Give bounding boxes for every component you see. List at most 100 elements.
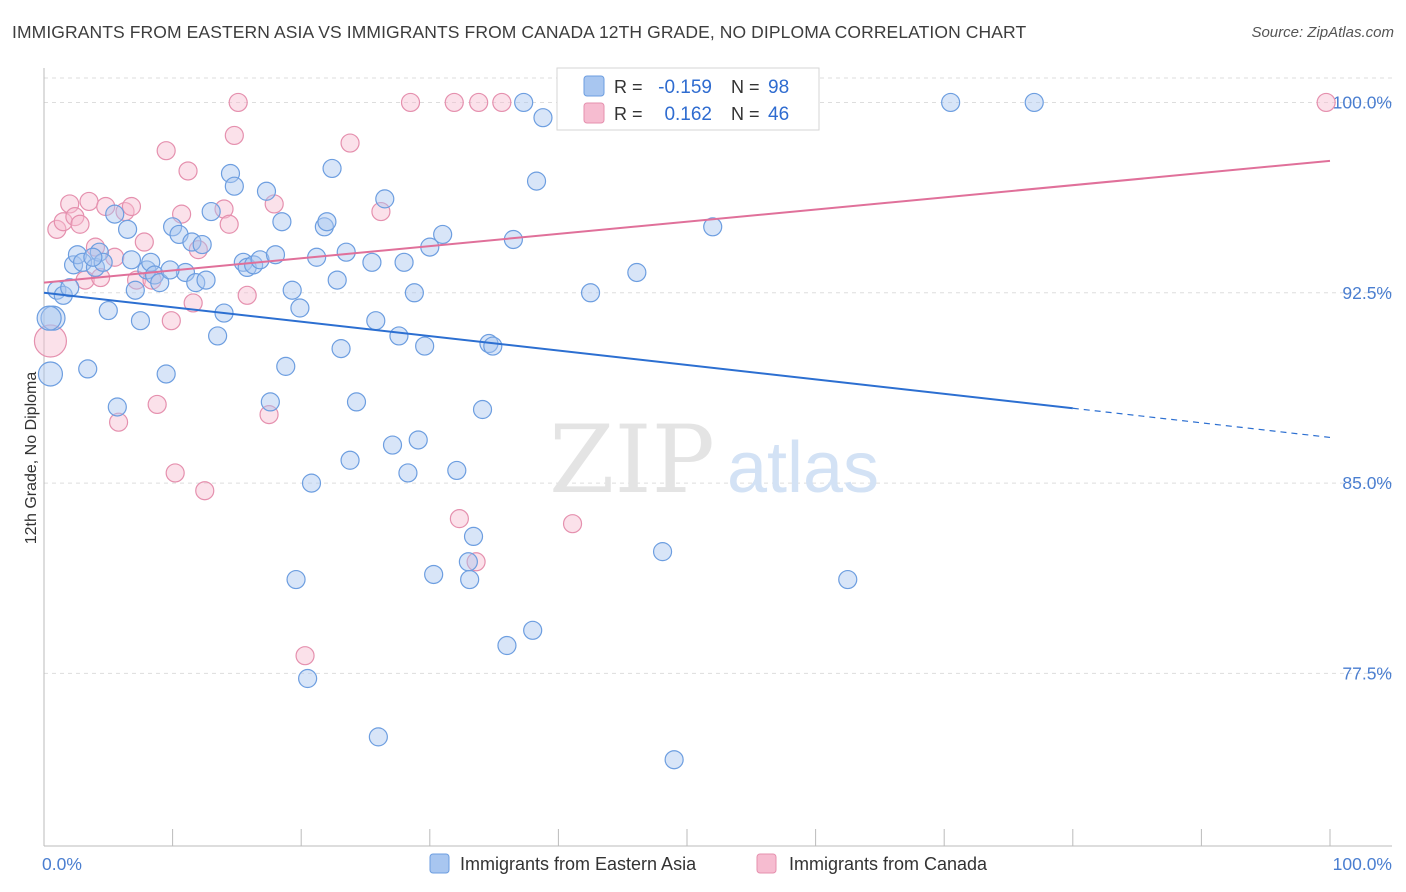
- eastern-asia-point: [317, 212, 337, 232]
- y-tick-label: 77.5%: [1342, 663, 1392, 683]
- eastern-asia-point: [483, 336, 503, 356]
- eastern-asia-point: [196, 270, 216, 290]
- legend-r-label-blue: R =: [614, 77, 643, 97]
- eastern-asia-point: [98, 300, 118, 321]
- eastern-asia-point: [141, 252, 161, 272]
- eastern-asia-point: [314, 217, 334, 237]
- bottom-legend-label-pink: Immigrants from Canada: [789, 854, 988, 874]
- watermark-zip: ZIP: [549, 406, 715, 515]
- y-tick-label: 92.5%: [1342, 283, 1392, 303]
- canada-point: [195, 481, 215, 501]
- legend-swatch-blue: [583, 75, 605, 97]
- eastern-asia-point: [286, 569, 306, 590]
- canada-point: [371, 201, 391, 222]
- eastern-asia-point: [408, 430, 428, 450]
- canada-point: [33, 324, 68, 358]
- bottom-legend-swatch-pink: [756, 853, 777, 874]
- eastern-asia-point: [340, 450, 360, 470]
- eastern-asia-point: [208, 326, 228, 346]
- canada-point: [224, 125, 244, 146]
- eastern-asia-point: [664, 750, 684, 770]
- eastern-asia-point: [201, 201, 221, 222]
- eastern-asia-point: [703, 217, 723, 237]
- trend-lines: [43, 159, 1331, 439]
- canada-point: [562, 514, 583, 534]
- bottom-legend-label-blue: Immigrants from Eastern Asia: [460, 854, 697, 874]
- eastern-asia-point: [260, 392, 280, 412]
- eastern-asia-point: [368, 727, 388, 747]
- y-tick-label: 100.0%: [1333, 92, 1392, 112]
- eastern-asia-point: [60, 278, 80, 298]
- canada-point: [147, 394, 167, 415]
- canada-point: [60, 194, 80, 214]
- eastern-asia-point: [282, 280, 302, 300]
- canada-point: [53, 212, 73, 232]
- eastern-asia-point: [415, 336, 435, 356]
- eastern-asia-point: [533, 108, 553, 128]
- y-tick-labels: 100.0% 92.5% 85.0% 77.5%: [1333, 92, 1392, 683]
- eastern-asia-point: [72, 252, 93, 272]
- eastern-asia-point: [117, 219, 138, 239]
- eastern-asia-point: [447, 460, 467, 481]
- eastern-asia-point: [526, 171, 547, 191]
- eastern-asia-point: [336, 242, 356, 262]
- legend-r-value-pink: 0.162: [664, 104, 712, 125]
- canada-point: [219, 214, 239, 234]
- eastern-asia-point: [298, 668, 318, 689]
- eastern-asia-point: [276, 356, 296, 376]
- legend-n-value-blue: 98: [768, 77, 789, 98]
- eastern-asia-point: [37, 361, 64, 387]
- eastern-asia-point: [89, 242, 109, 262]
- eastern-asia-point: [301, 473, 322, 493]
- y-axis-title: 12th Grade, No Diploma: [23, 372, 40, 545]
- canada-point: [70, 214, 90, 234]
- canada-point: [134, 232, 154, 252]
- canada-point: [79, 191, 99, 212]
- legend-swatch-pink: [583, 102, 605, 124]
- eastern-asia-point: [107, 397, 127, 417]
- eastern-asia-point: [290, 298, 310, 318]
- eastern-asia-point: [362, 252, 382, 272]
- eastern-asia-point: [322, 158, 342, 179]
- chart-title: IMMIGRANTS FROM EASTERN ASIA VS IMMIGRAN…: [12, 22, 1027, 42]
- x-tick-labels: 0.0% 100.0%: [42, 854, 1392, 874]
- x-tick-label-min: 0.0%: [42, 854, 82, 874]
- x-tick-label-max: 100.0%: [1333, 854, 1392, 874]
- trend-line-eastern-asia-extension: [1072, 407, 1331, 439]
- eastern-asia-point: [514, 92, 534, 113]
- eastern-asia-point: [382, 435, 403, 455]
- legend-n-label-blue: N =: [731, 77, 760, 97]
- eastern-asia-point: [433, 224, 453, 245]
- trend-line-eastern-asia: [43, 291, 1073, 410]
- gridlines: [44, 77, 1392, 674]
- eastern-asia-point: [156, 364, 176, 384]
- canada-point: [400, 92, 421, 113]
- legend-n-label-pink: N =: [731, 104, 760, 124]
- canada-point: [156, 141, 176, 161]
- eastern-asia-point: [398, 463, 418, 483]
- y-tick-label: 85.0%: [1342, 473, 1392, 493]
- canada-point: [466, 552, 486, 572]
- eastern-asia-point: [346, 392, 367, 412]
- canada-point: [237, 285, 257, 305]
- eastern-asia-point: [1024, 92, 1044, 113]
- eastern-asia-point: [627, 262, 647, 283]
- canada-point: [183, 293, 203, 313]
- legend-r-label-pink: R =: [614, 104, 643, 124]
- canada-point: [469, 92, 489, 113]
- eastern-asia-point: [404, 283, 424, 303]
- eastern-asia-point: [327, 270, 347, 290]
- eastern-asia-point: [250, 250, 270, 270]
- eastern-asia-point: [125, 280, 145, 300]
- eastern-asia-point: [331, 339, 351, 359]
- eastern-asia-point: [580, 283, 601, 303]
- eastern-asia-point: [375, 189, 395, 209]
- eastern-asia-point: [389, 326, 409, 346]
- legend-n-value-pink: 46: [768, 104, 789, 125]
- eastern-asia-point: [523, 620, 543, 640]
- canada-point: [121, 196, 142, 217]
- canada-point: [295, 646, 315, 666]
- canada-point: [228, 92, 248, 113]
- canada-point: [492, 92, 512, 113]
- series-eastern-asia-points: [36, 92, 1044, 770]
